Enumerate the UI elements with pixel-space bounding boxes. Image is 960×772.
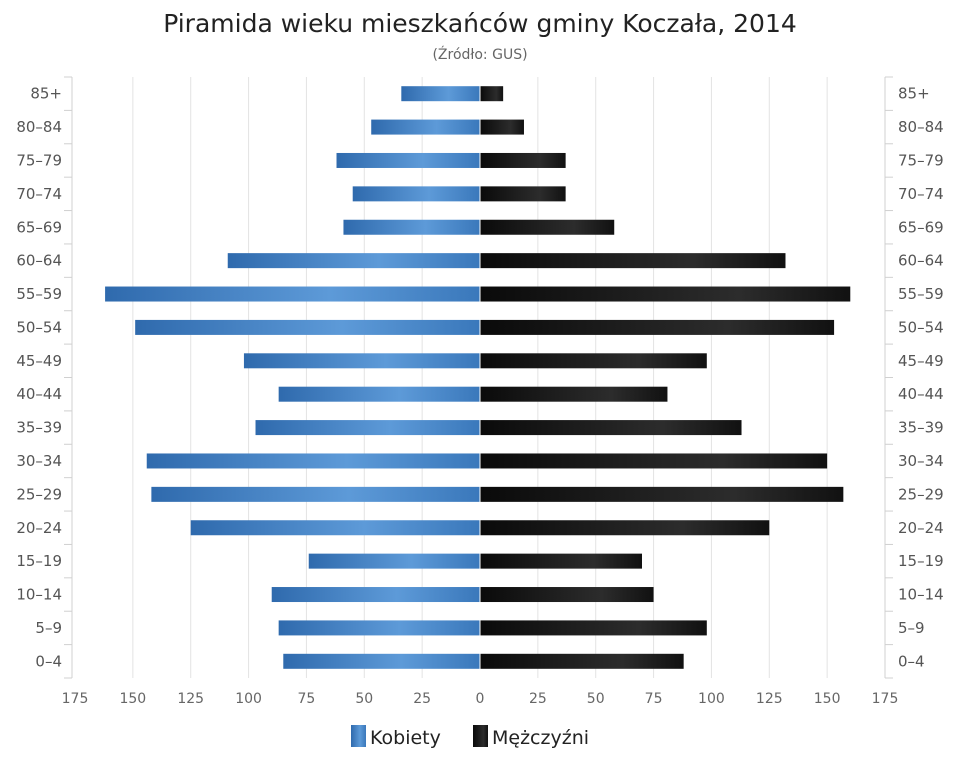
bar-kobiety-65-69 bbox=[343, 219, 480, 235]
bar-mezczyzni-70-74 bbox=[480, 186, 566, 202]
category-label-left: 75–79 bbox=[16, 151, 62, 169]
category-label-right: 45–49 bbox=[898, 352, 944, 370]
legend-label-mezczyzni[interactable]: Mężczyźni bbox=[492, 727, 589, 749]
category-label-right: 0–4 bbox=[898, 652, 925, 670]
legend-label-kobiety[interactable]: Kobiety bbox=[370, 727, 441, 749]
bar-kobiety-85+ bbox=[401, 86, 480, 102]
x-tick-label: 0 bbox=[476, 691, 485, 707]
bar-mezczyzni-20-24 bbox=[480, 520, 770, 536]
legend: Kobiety Mężczyźni bbox=[351, 725, 589, 749]
bar-mezczyzni-75-79 bbox=[480, 152, 566, 168]
category-label-left: 85+ bbox=[30, 85, 62, 103]
bar-kobiety-80-84 bbox=[371, 119, 480, 135]
bar-kobiety-20-24 bbox=[190, 520, 480, 536]
x-tick-label: 125 bbox=[756, 691, 783, 707]
bar-mezczyzni-40-44 bbox=[480, 386, 668, 402]
category-label-right: 5–9 bbox=[898, 619, 925, 637]
bar-mezczyzni-45-49 bbox=[480, 353, 707, 369]
category-label-right: 50–54 bbox=[898, 318, 944, 336]
category-label-left: 60–64 bbox=[16, 252, 62, 270]
x-tick-label: 25 bbox=[529, 691, 547, 707]
category-label-left: 65–69 bbox=[16, 218, 62, 236]
bar-kobiety-15-19 bbox=[308, 553, 480, 569]
bar-kobiety-25-29 bbox=[151, 486, 480, 502]
category-label-right: 30–34 bbox=[898, 452, 944, 470]
category-label-left: 40–44 bbox=[16, 385, 62, 403]
chart-subtitle: (Źródło: GUS) bbox=[432, 45, 527, 63]
bar-mezczyzni-30-34 bbox=[480, 453, 828, 469]
bar-kobiety-75-79 bbox=[336, 152, 480, 168]
bar-kobiety-60-64 bbox=[227, 253, 480, 269]
bar-mezczyzni-65-69 bbox=[480, 219, 615, 235]
bar-mezczyzni-50-54 bbox=[480, 319, 835, 335]
x-tick-label: 125 bbox=[177, 691, 204, 707]
category-label-right: 25–29 bbox=[898, 485, 944, 503]
bar-mezczyzni-35-39 bbox=[480, 420, 742, 436]
category-label-left: 30–34 bbox=[16, 452, 62, 470]
bar-mezczyzni-5-9 bbox=[480, 620, 707, 636]
category-label-right: 10–14 bbox=[898, 586, 944, 604]
category-label-right: 65–69 bbox=[898, 218, 944, 236]
category-label-left: 20–24 bbox=[16, 519, 62, 537]
bar-mezczyzni-60-64 bbox=[480, 253, 786, 269]
bar-kobiety-0-4 bbox=[283, 653, 480, 669]
category-label-right: 80–84 bbox=[898, 118, 944, 136]
bar-mezczyzni-10-14 bbox=[480, 587, 654, 603]
x-tick-label: 50 bbox=[355, 691, 373, 707]
category-label-left: 10–14 bbox=[16, 586, 62, 604]
bar-kobiety-5-9 bbox=[278, 620, 480, 636]
chart-title: Piramida wieku mieszkańców gminy Koczała… bbox=[163, 9, 797, 38]
x-tick-label: 175 bbox=[62, 691, 89, 707]
category-label-left: 25–29 bbox=[16, 485, 62, 503]
category-label-left: 50–54 bbox=[16, 318, 62, 336]
category-label-right: 70–74 bbox=[898, 185, 944, 203]
category-label-left: 55–59 bbox=[16, 285, 62, 303]
bar-kobiety-45-49 bbox=[243, 353, 480, 369]
bar-kobiety-10-14 bbox=[271, 587, 480, 603]
x-tick-label: 100 bbox=[698, 691, 725, 707]
category-label-right: 60–64 bbox=[898, 252, 944, 270]
category-label-left: 35–39 bbox=[16, 419, 62, 437]
legend-swatch-mezczyzni[interactable] bbox=[473, 725, 488, 747]
x-tick-label: 75 bbox=[298, 691, 316, 707]
x-tick-label: 50 bbox=[587, 691, 605, 707]
legend-swatch-kobiety[interactable] bbox=[351, 725, 366, 747]
bar-kobiety-40-44 bbox=[278, 386, 480, 402]
category-label-right: 35–39 bbox=[898, 419, 944, 437]
bar-mezczyzni-25-29 bbox=[480, 486, 844, 502]
bar-kobiety-70-74 bbox=[352, 186, 480, 202]
category-label-right: 75–79 bbox=[898, 151, 944, 169]
x-tick-label: 25 bbox=[413, 691, 431, 707]
bar-kobiety-30-34 bbox=[146, 453, 480, 469]
category-label-left: 5–9 bbox=[35, 619, 62, 637]
bar-kobiety-35-39 bbox=[255, 420, 480, 436]
bar-kobiety-50-54 bbox=[135, 319, 480, 335]
category-label-right: 15–19 bbox=[898, 552, 944, 570]
category-label-right: 20–24 bbox=[898, 519, 944, 537]
category-label-left: 80–84 bbox=[16, 118, 62, 136]
bar-mezczyzni-55-59 bbox=[480, 286, 851, 302]
bar-mezczyzni-85+ bbox=[480, 86, 504, 102]
x-tick-label: 150 bbox=[814, 691, 841, 707]
category-label-right: 85+ bbox=[898, 85, 930, 103]
bar-kobiety-55-59 bbox=[105, 286, 480, 302]
category-label-left: 70–74 bbox=[16, 185, 62, 203]
category-label-right: 40–44 bbox=[898, 385, 944, 403]
category-label-left: 15–19 bbox=[16, 552, 62, 570]
category-label-left: 0–4 bbox=[35, 652, 62, 670]
category-label-left: 45–49 bbox=[16, 352, 62, 370]
x-tick-label: 175 bbox=[872, 691, 899, 707]
x-tick-label: 150 bbox=[119, 691, 146, 707]
bar-mezczyzni-0-4 bbox=[480, 653, 684, 669]
bar-mezczyzni-80-84 bbox=[480, 119, 524, 135]
category-label-right: 55–59 bbox=[898, 285, 944, 303]
x-tick-label: 100 bbox=[235, 691, 262, 707]
x-tick-label: 75 bbox=[645, 691, 663, 707]
bar-mezczyzni-15-19 bbox=[480, 553, 642, 569]
